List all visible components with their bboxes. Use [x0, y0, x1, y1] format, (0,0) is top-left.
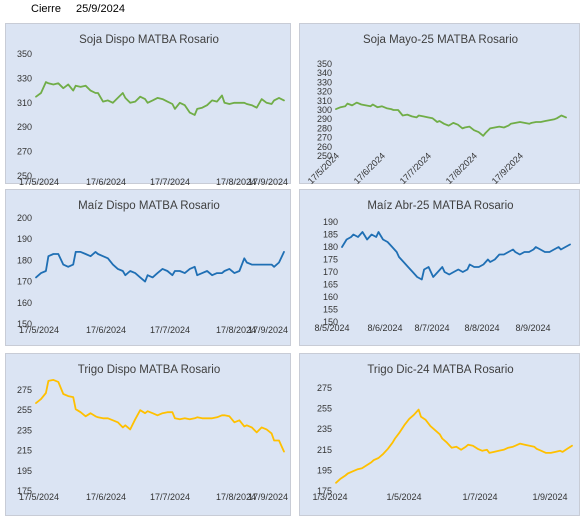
chart-svg: Maíz Dispo MATBA Rosario 150 160 170 180 190 2… [17, 200, 288, 335]
x-tick-label: 17/5/2024 [19, 325, 59, 335]
y-tick-label: 310 [317, 96, 332, 106]
header-date: 25/9/2024 [76, 3, 125, 15]
x-tick-label: 17/6/2024 [352, 151, 387, 186]
y-tick-label: 270 [317, 133, 332, 143]
x-tick-label: 17/9/2024 [490, 151, 525, 186]
y-tick-label: 150 [17, 319, 32, 329]
y-tick-label: 280 [317, 123, 332, 133]
y-tick-label: 350 [17, 49, 32, 59]
y-tick-label: 175 [317, 486, 332, 496]
y-tick-label: 160 [323, 292, 338, 302]
chart-panel-trigo-dispo: Trigo Dispo MATBA Rosario 175 195 215 235 255… [5, 353, 291, 516]
chart-svg: Maíz Abr-25 MATBA Rosario 150 155 160 165 170… [314, 200, 571, 333]
x-tick-label: 17/8/2024 [216, 177, 256, 187]
x-tick-label: 17/7/2024 [150, 325, 190, 335]
chart-panel-trigo-dic24: Trigo Dic-24 MATBA Rosario 175 195 215 235 25… [299, 353, 580, 516]
y-tick-label: 330 [317, 77, 332, 87]
y-tick-label: 170 [323, 267, 338, 277]
series-line [341, 231, 571, 281]
chart-panel-soja-dispo: Soja Dispo MATBA Rosario 250 270 290 310 330 3… [5, 23, 291, 187]
x-tick-label: 1/7/2024 [462, 492, 497, 502]
chart-svg: Trigo Dispo MATBA Rosario 175 195 215 235 255… [17, 364, 288, 502]
x-tick-label: 17/9/2024 [248, 177, 288, 187]
chart-panel-maiz-dispo: Maíz Dispo MATBA Rosario 150 160 170 180 190 2… [5, 189, 291, 346]
y-tick-label: 235 [317, 424, 332, 434]
x-tick-label: 1/3/2024 [312, 492, 347, 502]
chart-title: Trigo Dispo MATBA Rosario [78, 364, 221, 376]
y-tick-label: 215 [317, 445, 332, 455]
y-tick-label: 155 [323, 305, 338, 315]
y-tick-label: 185 [323, 230, 338, 240]
y-tick-label: 290 [17, 122, 32, 132]
chart-title: Trigo Dic-24 MATBA Rosario [367, 364, 513, 376]
y-tick-label: 275 [17, 385, 32, 395]
y-tick-label: 150 [323, 317, 338, 327]
x-tick-label: 17/6/2024 [86, 325, 126, 335]
x-tick-label: 8/8/2024 [464, 323, 499, 333]
header-label: Cierre [31, 3, 61, 15]
x-tick-label: 17/8/2024 [216, 325, 256, 335]
header: Cierre 25/9/2024 [0, 3, 588, 19]
y-tick-label: 195 [17, 466, 32, 476]
x-tick-label: 1/5/2024 [386, 492, 421, 502]
y-tick-label: 250 [17, 171, 32, 181]
chart-svg: Soja Mayo-25 MATBA Rosario 25026027028029… [306, 34, 567, 186]
x-tick-label: 17/7/2024 [150, 492, 190, 502]
chart-title: Soja Dispo MATBA Rosario [79, 34, 219, 46]
y-tick-label: 160 [17, 298, 32, 308]
x-tick-label: 17/7/2024 [150, 177, 190, 187]
chart-svg: Soja Dispo MATBA Rosario 250 270 290 310 330 3… [17, 34, 288, 187]
x-tick-label: 8/5/2024 [314, 323, 349, 333]
series-line [335, 408, 573, 484]
x-tick-label: 17/5/2024 [19, 177, 59, 187]
chart-title: Maíz Abr-25 MATBA Rosario [367, 200, 513, 212]
x-tick-label: 17/7/2024 [398, 151, 433, 186]
chart-panel-maiz-abr25: Maíz Abr-25 MATBA Rosario 150 155 160 165 170… [299, 189, 580, 346]
x-tick-label: 17/6/2024 [86, 492, 126, 502]
x-tick-label: 17/9/2024 [248, 492, 288, 502]
y-tick-label: 170 [17, 277, 32, 287]
chart-title: Soja Mayo-25 MATBA Rosario [363, 34, 518, 46]
series-line [335, 101, 567, 137]
x-tick-label: 1/9/2024 [532, 492, 567, 502]
y-tick-label: 310 [17, 98, 32, 108]
chart-svg: Trigo Dic-24 MATBA Rosario 175 195 215 235 25… [312, 364, 573, 502]
y-tick-label: 215 [17, 446, 32, 456]
x-tick-label: 8/9/2024 [515, 323, 550, 333]
y-tick-label: 300 [317, 105, 332, 115]
y-tick-label: 250 [317, 151, 332, 161]
x-tick-label: 17/8/2024 [216, 492, 256, 502]
y-tick-label: 190 [17, 234, 32, 244]
y-tick-label: 180 [323, 242, 338, 252]
y-tick-label: 175 [17, 486, 32, 496]
x-tick-label: 17/9/2024 [248, 325, 288, 335]
y-tick-label: 190 [323, 217, 338, 227]
y-tick-label: 175 [323, 255, 338, 265]
series-line [35, 251, 285, 283]
y-tick-label: 350 [317, 59, 332, 69]
y-tick-label: 320 [317, 87, 332, 97]
y-tick-label: 165 [323, 280, 338, 290]
x-tick-label: 17/6/2024 [86, 177, 126, 187]
y-tick-label: 290 [317, 114, 332, 124]
y-tick-label: 180 [17, 255, 32, 265]
y-tick-label: 330 [17, 73, 32, 83]
y-tick-label: 235 [17, 425, 32, 435]
series-line [35, 378, 285, 453]
x-tick-label: 17/5/2024 [19, 492, 59, 502]
y-tick-label: 260 [317, 142, 332, 152]
y-tick-label: 275 [317, 383, 332, 393]
chart-title: Maíz Dispo MATBA Rosario [78, 200, 220, 212]
y-tick-label: 255 [17, 405, 32, 415]
x-tick-label: 17/8/2024 [444, 151, 479, 186]
y-tick-label: 255 [317, 404, 332, 414]
y-tick-label: 340 [317, 68, 332, 78]
y-tick-label: 195 [317, 465, 332, 475]
x-tick-label: 8/7/2024 [414, 323, 449, 333]
y-tick-label: 270 [17, 147, 32, 157]
y-tick-label: 200 [17, 213, 32, 223]
x-tick-label: 8/6/2024 [367, 323, 402, 333]
series-line [35, 81, 285, 116]
chart-panel-soja-mayo25: Soja Mayo-25 MATBA Rosario 250 260 270 280 29… [299, 23, 580, 186]
